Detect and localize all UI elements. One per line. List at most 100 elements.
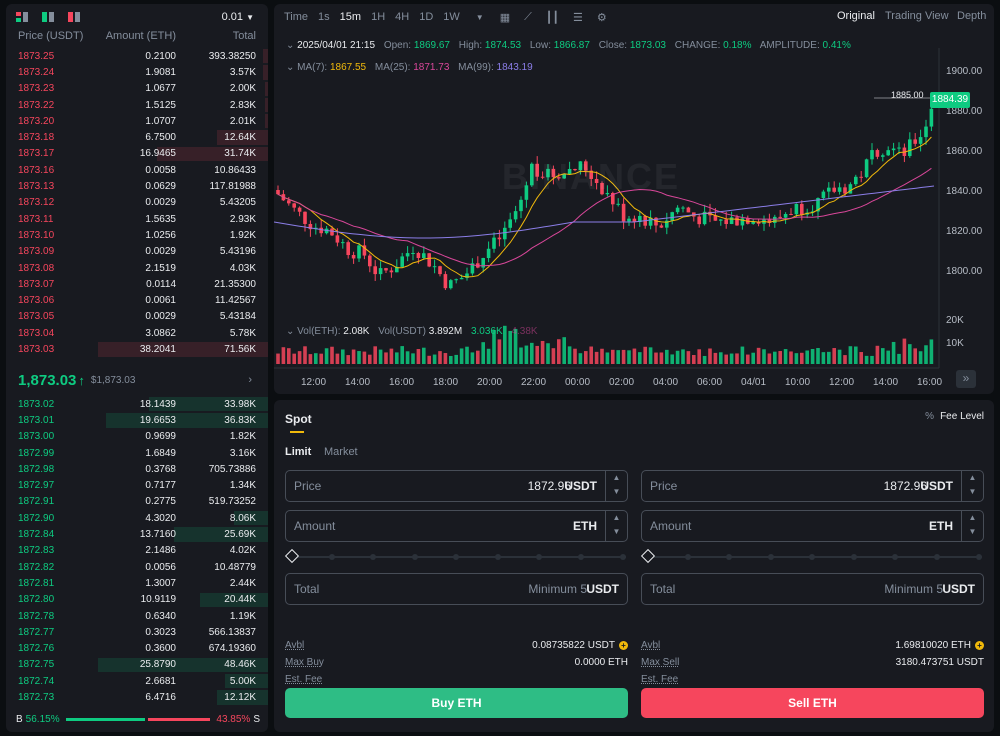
more-intervals-dropdown[interactable]: ▼ [475, 12, 484, 22]
bid-row[interactable]: 1872.80 10.9119 20.44K [6, 592, 268, 608]
slider-handle-icon[interactable] [284, 548, 300, 564]
bid-row[interactable]: 1872.73 6.4716 12.12K [6, 689, 268, 705]
fee-level-link[interactable]: % Fee Level [925, 411, 984, 422]
book-bids-icon[interactable] [42, 12, 54, 22]
tab-limit[interactable]: Limit [285, 446, 312, 458]
ask-row[interactable]: 1873.06 0.0061 11.42567 [6, 292, 268, 308]
candle-body [573, 168, 577, 171]
interval-1d[interactable]: 1D [419, 11, 434, 23]
high-marker: 1885.00 [891, 90, 924, 100]
interval-15m[interactable]: 15m [339, 11, 362, 23]
ask-row[interactable]: 1873.03 38.2041 71.56K [6, 341, 268, 357]
ask-row[interactable]: 1873.16 0.0058 10.86433 [6, 162, 268, 178]
vol-usdt-label: Vol(USDT) [378, 326, 427, 337]
candle-body [913, 139, 917, 144]
bid-row[interactable]: 1872.78 0.6340 1.19K [6, 608, 268, 624]
buy-price-input[interactable]: Price 1872.96 USDT ▲ ▼ [285, 470, 628, 502]
sell-total-input[interactable]: Total Minimum 5 USDT [641, 573, 984, 605]
stepper-icon[interactable]: ▲ ▼ [961, 471, 983, 501]
buy-total-input[interactable]: Total Minimum 5 USDT [285, 573, 628, 605]
sell-avbl-label: Avbl [641, 640, 661, 651]
sell-amount-input[interactable]: Amount ETH ▲ ▼ [641, 510, 984, 542]
bid-total: 3.16K [229, 447, 256, 459]
ask-row[interactable]: 1873.18 6.7500 12.64K [6, 129, 268, 145]
view-tradingview[interactable]: Trading View [885, 10, 949, 22]
precision-select[interactable]: 0.01 ▼ [222, 11, 254, 23]
bid-row[interactable]: 1872.99 1.6849 3.16K [6, 445, 268, 461]
ask-row[interactable]: 1873.05 0.0029 5.43184 [6, 309, 268, 325]
interval-1h[interactable]: 1H [371, 11, 386, 23]
bid-row[interactable]: 1872.90 4.3020 8.06K [6, 510, 268, 526]
bid-price: 1872.82 [18, 561, 55, 573]
chart-settings-icon[interactable]: ☰ [573, 11, 583, 24]
bid-row[interactable]: 1872.77 0.3023 566.13837 [6, 624, 268, 640]
interval-time[interactable]: Time [284, 11, 309, 23]
bid-row[interactable]: 1872.81 1.3007 2.44K [6, 575, 268, 591]
bid-row[interactable]: 1872.82 0.0056 10.48779 [6, 559, 268, 575]
bid-row[interactable]: 1872.83 2.1486 4.02K [6, 543, 268, 559]
book-both-icon[interactable] [16, 12, 28, 22]
tab-market[interactable]: Market [324, 446, 358, 458]
ask-row[interactable]: 1873.07 0.0114 21.35300 [6, 276, 268, 292]
bid-row[interactable]: 1872.97 0.7177 1.34K [6, 477, 268, 493]
interval-4h[interactable]: 4H [395, 11, 410, 23]
sell-button[interactable]: Sell ETH [641, 688, 984, 718]
ask-row[interactable]: 1873.08 2.1519 4.03K [6, 260, 268, 276]
view-original[interactable]: Original [837, 10, 875, 22]
ask-row[interactable]: 1873.20 1.0707 2.01K [6, 113, 268, 129]
sell-fee: Est. Fee [641, 674, 984, 685]
calendar-icon[interactable]: ▦ [499, 11, 511, 24]
price-tick: 1880.00 [946, 106, 983, 117]
buy-amount-input[interactable]: Amount ETH ▲ ▼ [285, 510, 628, 542]
candlestick-chart[interactable] [274, 4, 994, 394]
collapse-icon[interactable]: ⌄ [286, 326, 295, 337]
stepper-icon[interactable]: ▲ ▼ [961, 511, 983, 541]
candle-body [567, 168, 572, 175]
candle-body [659, 225, 664, 228]
last-price-row[interactable]: 1,873.03 ↑ $1,873.03 › [6, 366, 268, 394]
stepper-icon[interactable]: ▲ ▼ [605, 511, 627, 541]
interval-1s[interactable]: 1s [318, 11, 330, 23]
ask-row[interactable]: 1873.17 16.9465 31.74K [6, 146, 268, 162]
collapse-icon[interactable]: ⌄ [286, 62, 295, 73]
ask-row[interactable]: 1873.24 1.9081 3.57K [6, 64, 268, 80]
candle-type-icon[interactable]: ┃┃ [545, 11, 560, 24]
bid-row[interactable]: 1873.00 0.9699 1.82K [6, 429, 268, 445]
scroll-right-button[interactable]: » [956, 370, 976, 388]
book-asks-icon[interactable] [68, 12, 80, 22]
ask-row[interactable]: 1873.25 0.2100 393.38250 [6, 48, 268, 64]
ask-row[interactable]: 1873.22 1.5125 2.83K [6, 97, 268, 113]
ask-row[interactable]: 1873.12 0.0029 5.43205 [6, 195, 268, 211]
ask-row[interactable]: 1873.09 0.0029 5.43196 [6, 244, 268, 260]
bid-row[interactable]: 1872.74 2.6681 5.00K [6, 673, 268, 689]
interval-1w[interactable]: 1W [443, 11, 460, 23]
bid-row[interactable]: 1872.91 0.2775 519.73252 [6, 494, 268, 510]
buy-amount-slider[interactable] [284, 548, 626, 564]
sell-amount-slider[interactable] [640, 548, 982, 564]
view-depth[interactable]: Depth [957, 10, 987, 22]
bid-row[interactable]: 1872.76 0.3600 674.19360 [6, 640, 268, 656]
collapse-icon[interactable]: ⌄ [286, 40, 295, 51]
bid-row[interactable]: 1872.84 13.7160 25.69K [6, 526, 268, 542]
indicator-icon[interactable]: ⟋ [524, 10, 532, 23]
bid-row[interactable]: 1872.75 25.8790 48.46K [6, 657, 268, 673]
slider-tick [684, 554, 691, 560]
depth-bar [200, 592, 268, 607]
bid-row[interactable]: 1872.98 0.3768 705.73886 [6, 461, 268, 477]
stepper-icon[interactable]: ▲ ▼ [605, 471, 627, 501]
slider-handle-icon[interactable] [640, 548, 656, 564]
ask-row[interactable]: 1873.23 1.0677 2.00K [6, 81, 268, 97]
bid-row[interactable]: 1873.01 19.6653 36.83K [6, 412, 268, 428]
chevron-right-icon[interactable]: › [248, 374, 252, 386]
ask-row[interactable]: 1873.10 1.0256 1.92K [6, 227, 268, 243]
gear-icon[interactable]: ⚙ [596, 11, 607, 24]
sell-price-input[interactable]: Price 1872.96 USDT ▲ ▼ [641, 470, 984, 502]
ask-row[interactable]: 1873.11 1.5635 2.93K [6, 211, 268, 227]
ask-row[interactable]: 1873.13 0.0629 117.81988 [6, 178, 268, 194]
buy-button[interactable]: Buy ETH [285, 688, 628, 718]
ask-row[interactable]: 1873.04 3.0862 5.78K [6, 325, 268, 341]
tab-spot[interactable]: Spot [285, 412, 312, 426]
add-funds-icon[interactable]: + [619, 641, 628, 650]
bid-row[interactable]: 1873.02 18.1439 33.98K [6, 396, 268, 412]
add-funds-icon[interactable]: + [975, 641, 984, 650]
